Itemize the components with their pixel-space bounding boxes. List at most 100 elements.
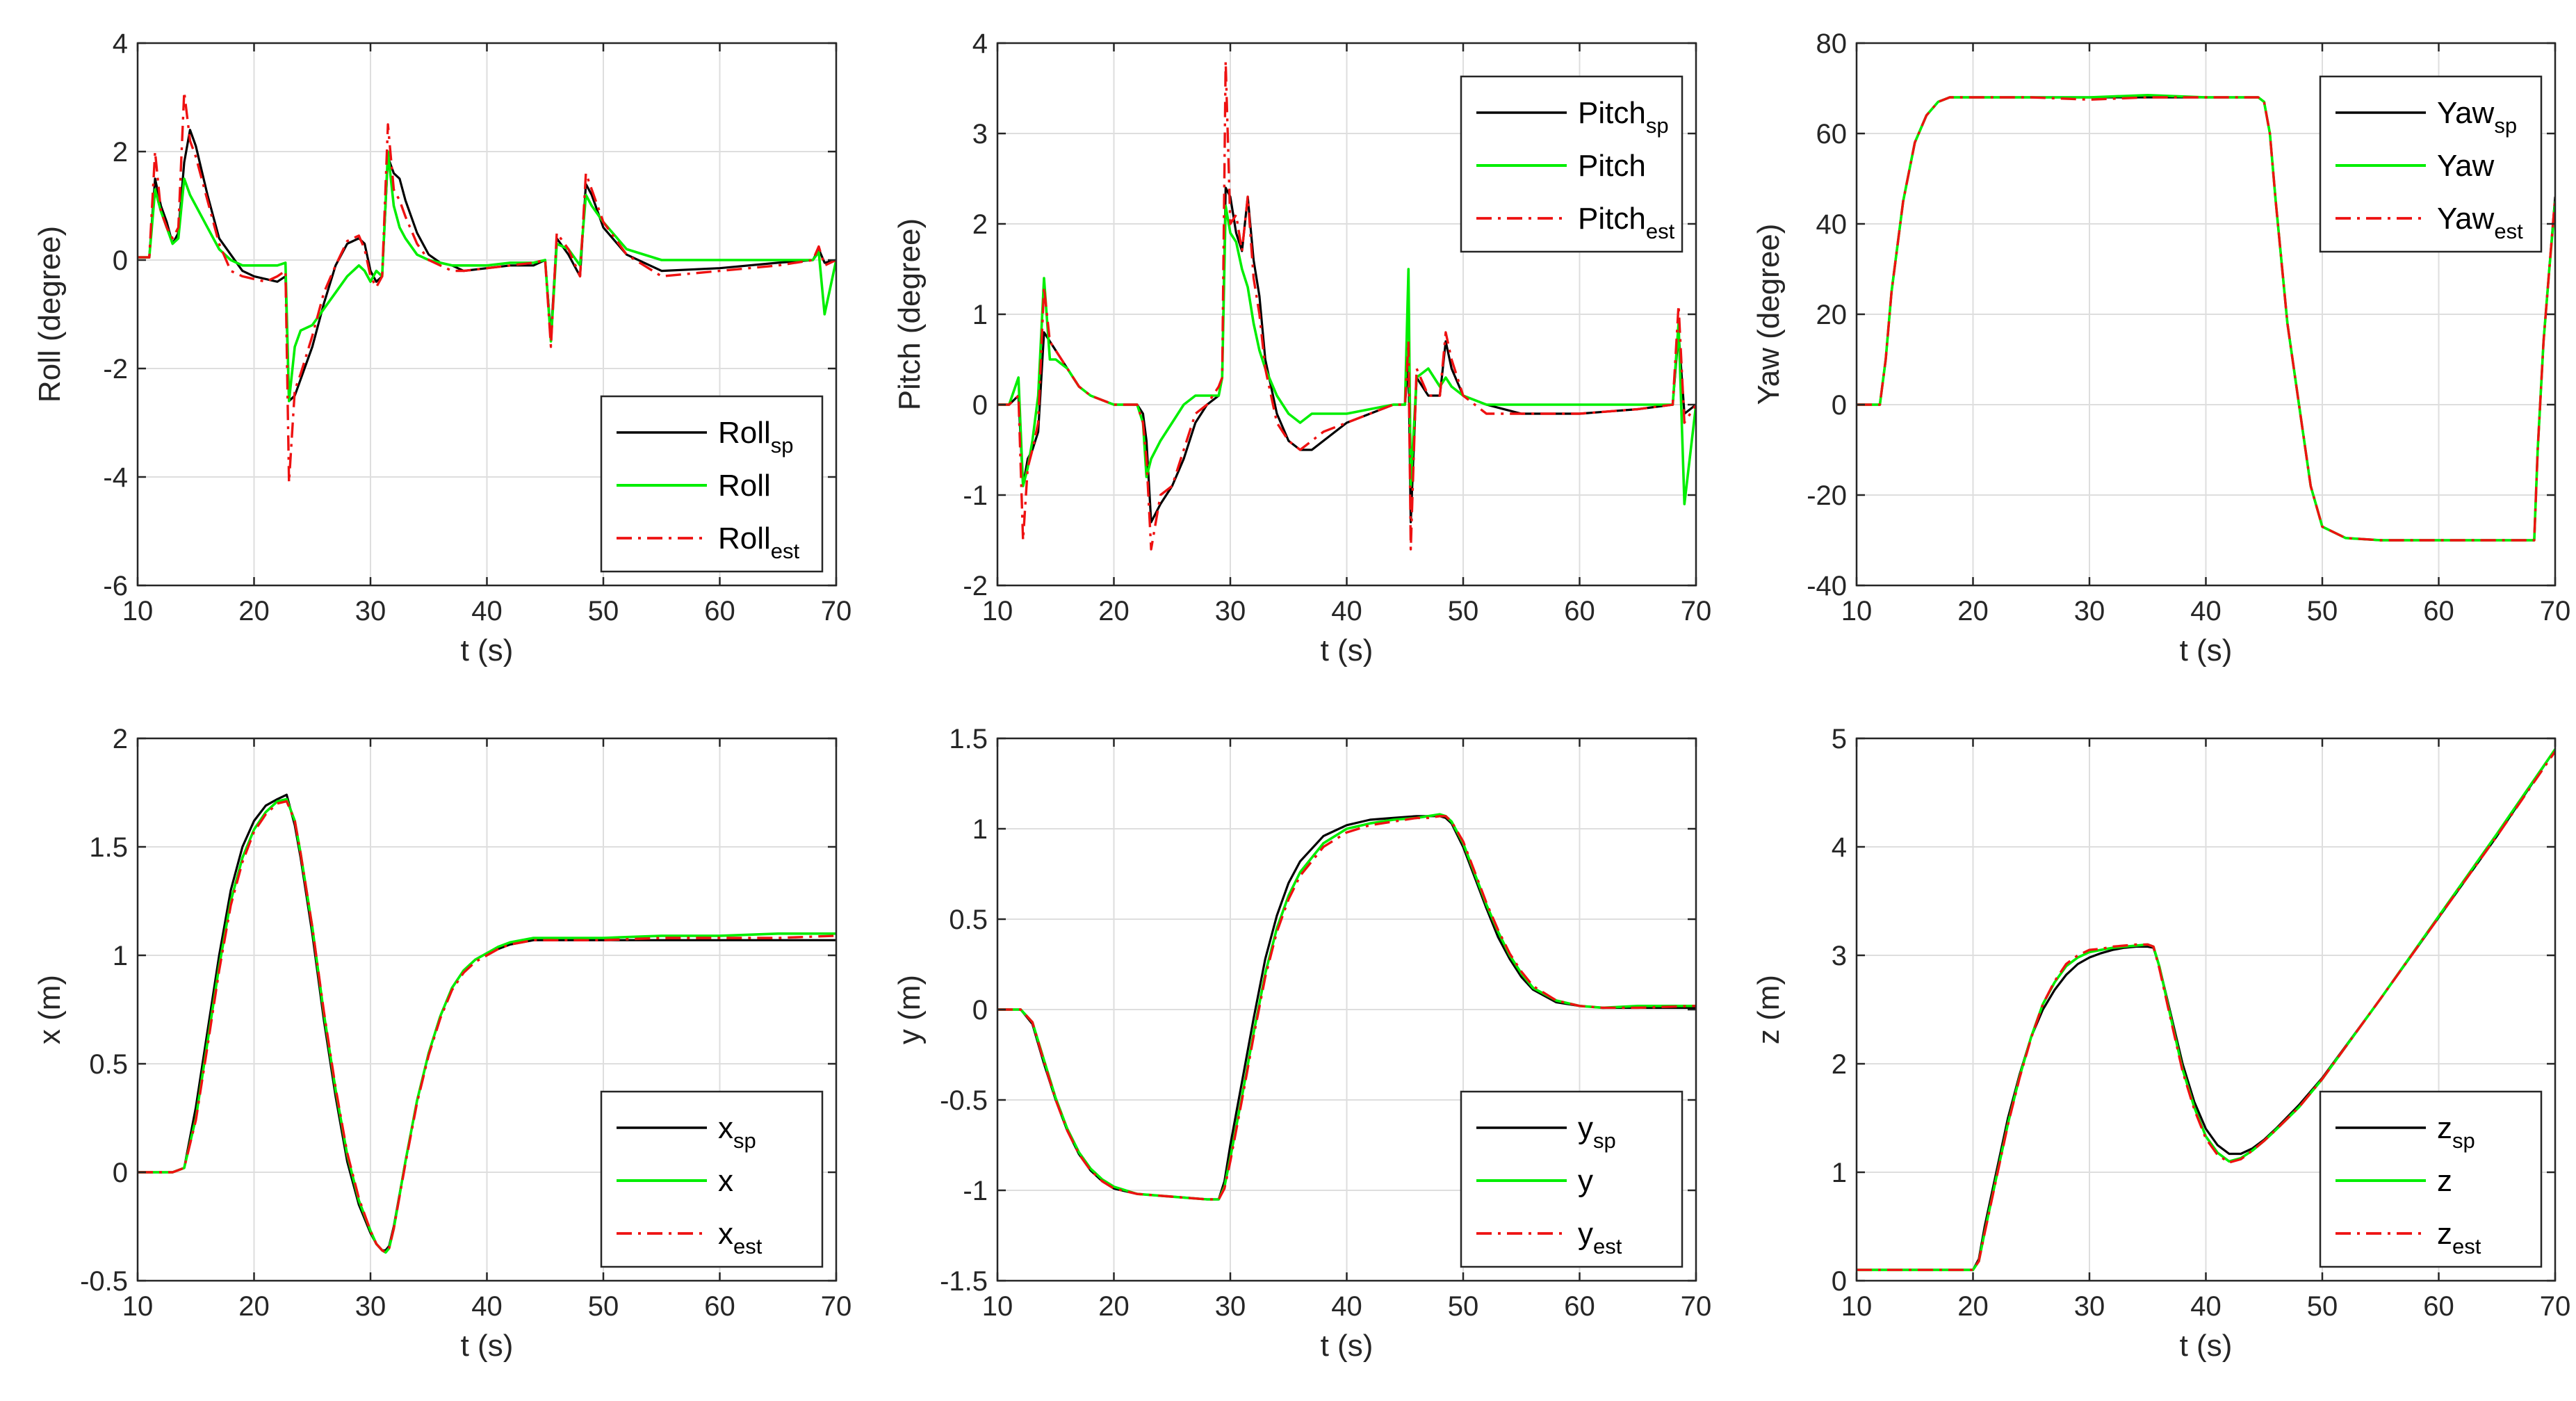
yaw-x-axis-label: t (s)	[2180, 633, 2233, 667]
x-xtick-label: 60	[704, 1291, 735, 1322]
roll-xtick-label: 50	[588, 596, 619, 626]
yaw-ytick-label: 40	[1816, 209, 1848, 240]
yaw-ytick-label: 80	[1816, 29, 1848, 59]
y-xtick-label: 40	[1331, 1291, 1362, 1322]
pitch-xtick-label: 20	[1098, 596, 1130, 626]
yaw-legend-label-base: Yaw	[2437, 96, 2495, 130]
x-xtick-label: 30	[355, 1291, 386, 1322]
pitch-legend-label-sp: Pitchsp	[1578, 96, 1669, 138]
roll-legend-label-base: Roll	[718, 416, 771, 450]
pitch-series-pitch-line	[997, 204, 1696, 505]
pitch-legend-label-base: Pitch	[1578, 202, 1646, 236]
x-legend-label-base: x	[718, 1217, 733, 1251]
pitch-legend-label-subscript: est	[1646, 219, 1675, 243]
z-xtick-label: 40	[2190, 1291, 2222, 1322]
pitch-xtick-label: 10	[982, 596, 1013, 626]
pitch-ytick-label: -2	[963, 571, 988, 601]
y-axes: 10 20 30 40 50 60 70 -1.5 -1 -0.5 0 0.5 1 1.5 t (s) y (…	[892, 724, 1711, 1363]
x-xtick-label: 10	[122, 1291, 154, 1322]
z-legend-label-sp: zsp	[2437, 1111, 2475, 1153]
x-legend-label-base: x	[718, 1164, 733, 1198]
z-xtick-label: 50	[2307, 1291, 2338, 1322]
z-legend-label-base: z	[2437, 1217, 2452, 1251]
y-x-axis-label: t (s)	[1321, 1329, 1373, 1363]
pitch-axes: 10 20 30 40 50 60 70 -2 -1 0 1 2 3 4 t (s) Pitch (degre…	[892, 29, 1711, 667]
yaw-legend-label-sp: Yawsp	[2437, 96, 2517, 138]
yaw-legend-label-subscript: est	[2494, 219, 2523, 243]
pitch-legend-label-est: Pitchest	[1578, 202, 1675, 243]
y-ytick-label: 0.5	[949, 905, 988, 935]
z-xtick-label: 70	[2540, 1291, 2571, 1322]
pitch-ytick-label: 3	[972, 119, 988, 149]
y-ytick-label: -1.5	[940, 1266, 988, 1297]
x-legend-label-base: x	[718, 1111, 733, 1145]
roll-ytick-label: -6	[103, 571, 128, 601]
roll-legend-label-base: Roll	[718, 469, 771, 503]
roll-legend-label-subscript: est	[771, 539, 800, 563]
roll-x-axis-label: t (s)	[461, 633, 514, 667]
pitch-legend-label-meas: Pitch	[1578, 149, 1646, 183]
z-xtick-label: 20	[1957, 1291, 1989, 1322]
x-legend-label-sp: xsp	[718, 1111, 756, 1153]
yaw-series-yaw-est-line	[1857, 96, 2555, 542]
z-legend-label-base: z	[2437, 1111, 2452, 1145]
z-ytick-label: 0	[1832, 1266, 1847, 1297]
roll-series-roll-sp-line	[138, 129, 836, 403]
z-legend-label-subscript: sp	[2452, 1128, 2475, 1153]
roll-ytick-label: 4	[113, 29, 128, 59]
x-legend-label-est: xest	[718, 1217, 763, 1258]
pitch-ytick-label: 2	[972, 209, 988, 240]
z-legend-label-base: z	[2437, 1164, 2452, 1198]
yaw-ytick-label: 60	[1816, 119, 1848, 149]
yaw-ytick-label: 0	[1832, 390, 1847, 421]
y-ytick-label: 1	[972, 814, 988, 845]
yaw-xtick-label: 40	[2190, 596, 2222, 626]
y-legend-label-est: yest	[1578, 1217, 1622, 1258]
roll-ytick-label: -2	[103, 354, 128, 384]
z-x-axis-label: t (s)	[2180, 1329, 2233, 1363]
yaw-legend-label-meas: Yaw	[2437, 149, 2495, 183]
pitch-xtick-label: 60	[1564, 596, 1595, 626]
pitch-xtick-label: 30	[1215, 596, 1246, 626]
y-xtick-label: 10	[982, 1291, 1013, 1322]
y-ytick-label: -0.5	[940, 1085, 988, 1116]
yaw-legend-label-base: Yaw	[2437, 202, 2495, 236]
y-xtick-label: 70	[1681, 1291, 1712, 1322]
x-ytick-label: 2	[113, 724, 128, 754]
x-y-axis-label: x (m)	[33, 975, 67, 1044]
y-ytick-label: 1.5	[949, 724, 988, 754]
pitch-ytick-label: 0	[972, 390, 988, 421]
x-x-axis-label: t (s)	[461, 1329, 514, 1363]
roll-ytick-label: 0	[113, 245, 128, 276]
y-xtick-label: 60	[1564, 1291, 1595, 1322]
y-legend-label-base: y	[1578, 1111, 1593, 1145]
x-xtick-label: 20	[238, 1291, 270, 1322]
roll-axes: 10 20 30 40 50 60 70 -6 -4 -2 0 2 4 t (s) Roll (degree…	[33, 29, 851, 667]
yaw-legend-label-est: Yawest	[2437, 202, 2523, 243]
y-ytick-label: -1	[963, 1176, 988, 1206]
roll-legend-label-est: Rollest	[718, 521, 800, 563]
y-legend-label-base: y	[1578, 1164, 1593, 1198]
yaw-xtick-label: 30	[2074, 596, 2105, 626]
pitch-legend-label-subscript: sp	[1646, 113, 1669, 138]
yaw-xtick-label: 20	[1957, 596, 1989, 626]
yaw-ytick-label: -40	[1807, 571, 1847, 601]
pitch-series-pitch-est-line	[997, 60, 1696, 551]
y-legend-label-subscript: est	[1593, 1234, 1622, 1258]
z-ytick-label: 5	[1832, 724, 1847, 754]
x-ytick-label: 0	[113, 1158, 128, 1188]
z-ytick-label: 3	[1832, 941, 1847, 971]
y-ytick-label: 0	[972, 995, 988, 1026]
y-legend-label-sp: ysp	[1578, 1111, 1616, 1153]
z-legend-label-meas: z	[2437, 1164, 2452, 1198]
yaw-ytick-label: -20	[1807, 480, 1847, 511]
pitch-y-axis-label: Pitch (degree)	[892, 218, 927, 410]
pitch-ytick-label: 1	[972, 300, 988, 330]
y-legend-label-subscript: sp	[1593, 1128, 1616, 1153]
roll-y-axis-label: Roll (degree)	[33, 226, 67, 403]
x-xtick-label: 70	[821, 1291, 852, 1322]
pitch-ytick-label: 4	[972, 29, 988, 59]
